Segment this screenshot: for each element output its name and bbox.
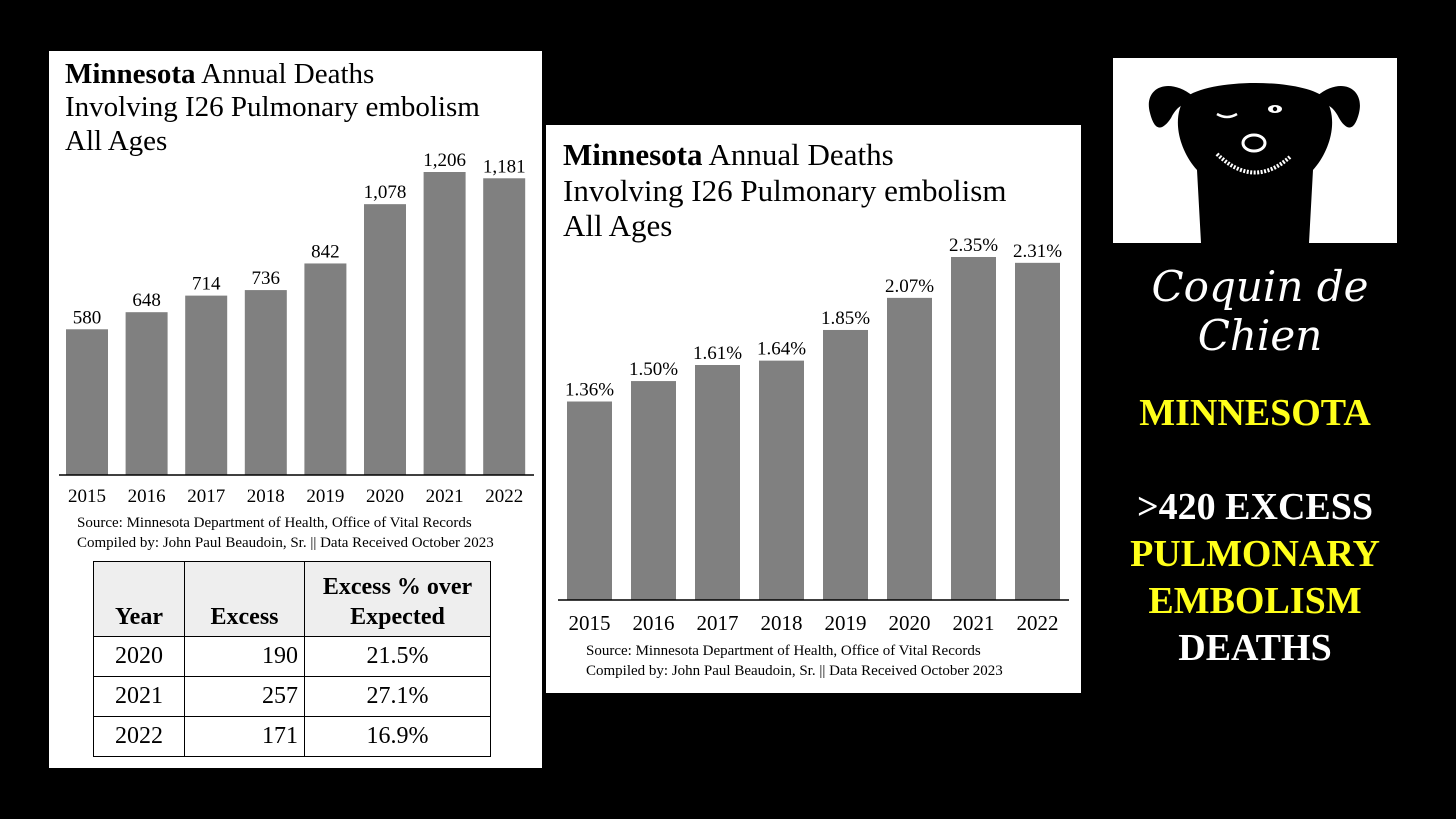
chart-title: Minnesota Annual Deaths Involving I26 Pu…	[65, 58, 480, 158]
data-label-2016: 648	[132, 290, 161, 311]
bar-2015	[567, 401, 612, 600]
cell-excess-pct: 16.9%	[304, 716, 491, 757]
table-row: 2022 171 16.9%	[93, 716, 491, 757]
percent-bar-chart: 1.36% 2015 1.50% 2016 1.61% 2017 1.64% 2018 1.85…	[558, 235, 1069, 635]
x-tick-2020: 2020	[889, 611, 931, 635]
headline-deaths: DEATHS	[1178, 627, 1332, 669]
brand-name: Coquin de Chien	[1151, 262, 1369, 360]
bar-2022	[483, 178, 526, 475]
deaths-chart-panel: Minnesota Annual Deaths Involving I26 Pu…	[49, 51, 542, 768]
title-bold: Minnesota	[563, 137, 703, 172]
header-year: Year	[93, 561, 185, 637]
data-label-2018: 1.64%	[757, 339, 806, 360]
source-line: Source: Minnesota Department of Health, …	[586, 643, 981, 659]
cell-year: 2022	[93, 716, 185, 757]
data-label-2022: 2.31%	[1013, 241, 1062, 262]
source-note: Source: Minnesota Department of Health, …	[586, 641, 1003, 681]
data-label-2018: 736	[252, 268, 280, 289]
header-excess: Excess	[184, 561, 305, 637]
data-label-2020: 2.07%	[885, 276, 934, 297]
x-tick-2016: 2016	[633, 611, 675, 635]
data-label-2015: 1.36%	[565, 379, 614, 400]
headline-text: MINNESOTA >420 EXCESS PULMONARY EMBOLISM…	[1115, 390, 1395, 672]
table-row: 2020 190 21.5%	[93, 636, 491, 677]
logo	[1113, 58, 1397, 243]
x-tick-2015: 2015	[68, 486, 106, 507]
bar-2016	[631, 381, 676, 600]
title-line-3: All Ages	[563, 208, 673, 244]
data-label-2019: 1.85%	[821, 308, 870, 329]
x-tick-2016: 2016	[128, 486, 166, 507]
data-label-2017: 1.61%	[693, 343, 742, 364]
bar-2020	[887, 297, 932, 600]
title-rest: Annual Deaths	[702, 137, 894, 172]
bar-2017	[185, 295, 228, 475]
cell-excess: 190	[184, 636, 305, 677]
x-tick-2021: 2021	[426, 486, 464, 507]
source-note: Source: Minnesota Department of Health, …	[77, 513, 494, 553]
bar-2019	[304, 263, 347, 475]
dog-logo-icon	[1148, 83, 1360, 243]
cell-year: 2020	[93, 636, 185, 677]
data-label-2019: 842	[311, 241, 340, 262]
data-label-2022: 1,181	[483, 156, 526, 177]
bar-2018	[759, 360, 804, 600]
data-label-2021: 2.35%	[949, 235, 998, 256]
compiled-line: Compiled by: John Paul Beaudoin, Sr. || …	[77, 535, 494, 551]
bar-2015	[66, 329, 108, 475]
x-tick-2021: 2021	[953, 611, 995, 635]
bar-2021	[951, 257, 996, 600]
x-tick-2018: 2018	[247, 486, 285, 507]
data-label-2015: 580	[73, 307, 102, 328]
headline-pulmonary: PULMONARY	[1130, 533, 1380, 575]
x-tick-2017: 2017	[187, 486, 225, 507]
bar-2016	[125, 312, 168, 475]
title-line-3: All Ages	[65, 124, 168, 157]
title-line-2: Involving I26 Pulmonary embolism	[65, 91, 480, 124]
bar-2020	[364, 204, 406, 475]
deaths-bar-chart: 580 2015 648 2016 714 2017 736 2018 842 2019 1,078…	[59, 150, 534, 507]
headline-state: MINNESOTA	[1139, 392, 1371, 434]
cell-excess-pct: 21.5%	[304, 636, 491, 677]
excess-table: Year Excess Excess % over Expected 2020 …	[93, 561, 491, 757]
bar-2017	[695, 365, 740, 600]
title-bold: Minnesota	[65, 58, 196, 90]
compiled-line: Compiled by: John Paul Beaudoin, Sr. || …	[586, 663, 1003, 679]
x-tick-2019: 2019	[825, 611, 867, 635]
bar-2019	[823, 329, 868, 600]
headline-embolism: EMBOLISM	[1148, 580, 1362, 622]
title-rest: Annual Deaths	[195, 58, 375, 90]
cell-excess: 171	[184, 716, 305, 757]
header-excess-pct: Excess % over Expected	[304, 561, 491, 637]
cell-excess-pct: 27.1%	[304, 676, 491, 717]
x-tick-2022: 2022	[1017, 611, 1059, 635]
chart-title: Minnesota Annual Deaths Involving I26 Pu…	[563, 137, 1006, 244]
data-label-2017: 714	[192, 274, 221, 295]
source-line: Source: Minnesota Department of Health, …	[77, 515, 472, 531]
bar-2021	[423, 172, 466, 475]
table-row: 2021 257 27.1%	[93, 676, 491, 717]
data-label-2016: 1.50%	[629, 359, 678, 380]
x-tick-2017: 2017	[697, 611, 739, 635]
cell-excess: 257	[184, 676, 305, 717]
x-tick-2022: 2022	[485, 486, 523, 507]
data-label-2021: 1,206	[423, 150, 466, 171]
x-tick-2018: 2018	[761, 611, 803, 635]
cell-year: 2021	[93, 676, 185, 717]
bar-2022	[1015, 262, 1060, 600]
table-header-row: Year Excess Excess % over Expected	[93, 561, 491, 637]
percent-chart-panel: Minnesota Annual Deaths Involving I26 Pu…	[546, 125, 1081, 693]
headline-excess: >420 EXCESS	[1137, 486, 1373, 528]
x-tick-2019: 2019	[306, 486, 344, 507]
bar-2018	[244, 290, 287, 475]
x-tick-2015: 2015	[569, 611, 611, 635]
title-line-2: Involving I26 Pulmonary embolism	[563, 172, 1007, 208]
data-label-2020: 1,078	[364, 182, 407, 203]
x-tick-2020: 2020	[366, 486, 404, 507]
